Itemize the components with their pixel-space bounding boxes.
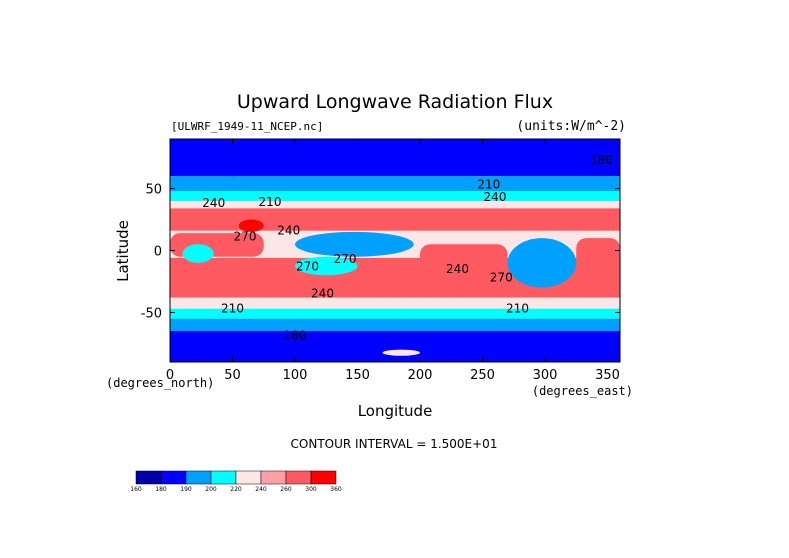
colorbar-swatch-0 <box>135 470 162 485</box>
field-patch-3 <box>182 244 214 263</box>
colorbar-swatch-7 <box>310 470 337 485</box>
contour-label-5: 270 <box>234 230 257 244</box>
contour-label-6: 240 <box>277 223 300 237</box>
field-band-1-0 <box>170 176 620 192</box>
contour-label-7: 270 <box>296 259 319 273</box>
x-tick-label-0: 0 <box>166 368 174 383</box>
contour-label-12: 210 <box>221 301 244 315</box>
x-tick-label-4: 200 <box>408 368 433 383</box>
field-patch-0 <box>295 231 414 257</box>
plot-area <box>170 139 620 362</box>
field-band-2-1 <box>170 308 620 319</box>
x-tick-label-6: 300 <box>533 368 558 383</box>
y-tick-label-1: 0 <box>154 245 162 260</box>
contour-label-9: 240 <box>446 262 469 276</box>
field-band-3-0 <box>170 208 620 231</box>
colorbar-tick-label-8: 360 <box>330 486 342 493</box>
colorbar: 160 180 190 200 220 240 260 300 360 <box>130 470 342 493</box>
contour-label-10: 270 <box>490 270 513 284</box>
field-band-4-2 <box>576 238 620 270</box>
contour-label-4: 180 <box>590 153 613 167</box>
field-patch-1 <box>295 256 358 276</box>
colorbar-swatch-2 <box>185 470 212 485</box>
contour-label-2: 240 <box>484 190 507 204</box>
colorbar-tick-label-0: 160 <box>130 486 142 493</box>
colorbar-swatch-4 <box>235 470 262 485</box>
field-band-2-0 <box>170 191 620 201</box>
colorbar-swatch-5 <box>260 470 287 485</box>
contour-label-11: 240 <box>311 287 334 301</box>
y-axis-ticks: -50 0 50 <box>141 183 620 321</box>
units-label: (units:W/m^-2) <box>516 119 626 134</box>
x-unit-label: (degrees_east) <box>532 384 633 398</box>
chart-title: Upward Longwave Radiation Flux <box>237 91 553 113</box>
y-axis-label: Latitude <box>114 220 132 282</box>
x-axis-label: Longitude <box>358 402 433 420</box>
contour-label-13: 210 <box>506 301 529 315</box>
contour-label-3: 210 <box>477 178 500 192</box>
colorbar-swatch-6 <box>285 470 312 485</box>
field-patch-6 <box>382 337 483 362</box>
colorbar-swatch-1 <box>160 470 187 485</box>
y-unit-label: (degrees_north) <box>106 376 214 390</box>
colorbar-tick-label-3: 200 <box>205 486 217 493</box>
x-tick-label-2: 100 <box>283 368 308 383</box>
x-axis-ticks: 0 50 100 150 200 250 300 350 <box>166 139 620 383</box>
contour-label-14: 180 <box>284 329 307 343</box>
field-patch-4 <box>238 219 264 232</box>
field-patch-5 <box>195 157 270 177</box>
colorbar-tick-label-1: 180 <box>155 486 167 493</box>
field-band-1-1 <box>170 318 620 332</box>
field-patch-2 <box>507 238 577 288</box>
contour-interval-text: CONTOUR INTERVAL = 1.500E+01 <box>291 437 498 451</box>
x-tick-label-1: 50 <box>224 368 241 383</box>
colorbar-tick-label-2: 190 <box>180 486 192 493</box>
field-band-4-1 <box>420 244 508 270</box>
y-tick-label-2: 50 <box>145 183 162 198</box>
colorbar-tick-label-7: 300 <box>305 486 317 493</box>
y-tick-label-0: -50 <box>141 306 162 321</box>
file-label: [ULWRF_1949-11_NCEP.nc] <box>171 120 323 133</box>
colorbar-tick-label-6: 260 <box>280 486 292 493</box>
colorbar-tick-label-4: 220 <box>230 486 242 493</box>
x-tick-label-3: 150 <box>345 368 370 383</box>
x-tick-label-7: 350 <box>595 368 620 383</box>
colorbar-swatch-3 <box>210 470 237 485</box>
x-tick-label-5: 250 <box>470 368 495 383</box>
colorbar-tick-label-5: 240 <box>255 486 267 493</box>
contour-label-0: 240 <box>202 196 225 210</box>
contour-label-8: 270 <box>334 252 357 266</box>
field-patch-7 <box>382 349 420 356</box>
contour-label-1: 210 <box>259 195 282 209</box>
